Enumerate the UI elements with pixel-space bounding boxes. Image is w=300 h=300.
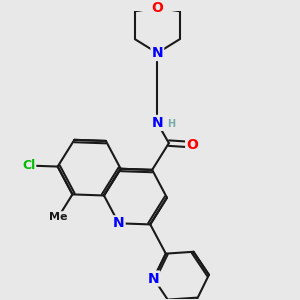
Text: N: N: [148, 272, 159, 286]
Text: N: N: [152, 116, 163, 130]
Text: O: O: [186, 138, 198, 152]
Text: H: H: [168, 119, 176, 129]
Text: N: N: [152, 46, 163, 60]
Text: N: N: [113, 216, 124, 230]
Text: O: O: [152, 1, 163, 15]
Text: Me: Me: [49, 212, 68, 222]
Text: Cl: Cl: [22, 159, 35, 172]
